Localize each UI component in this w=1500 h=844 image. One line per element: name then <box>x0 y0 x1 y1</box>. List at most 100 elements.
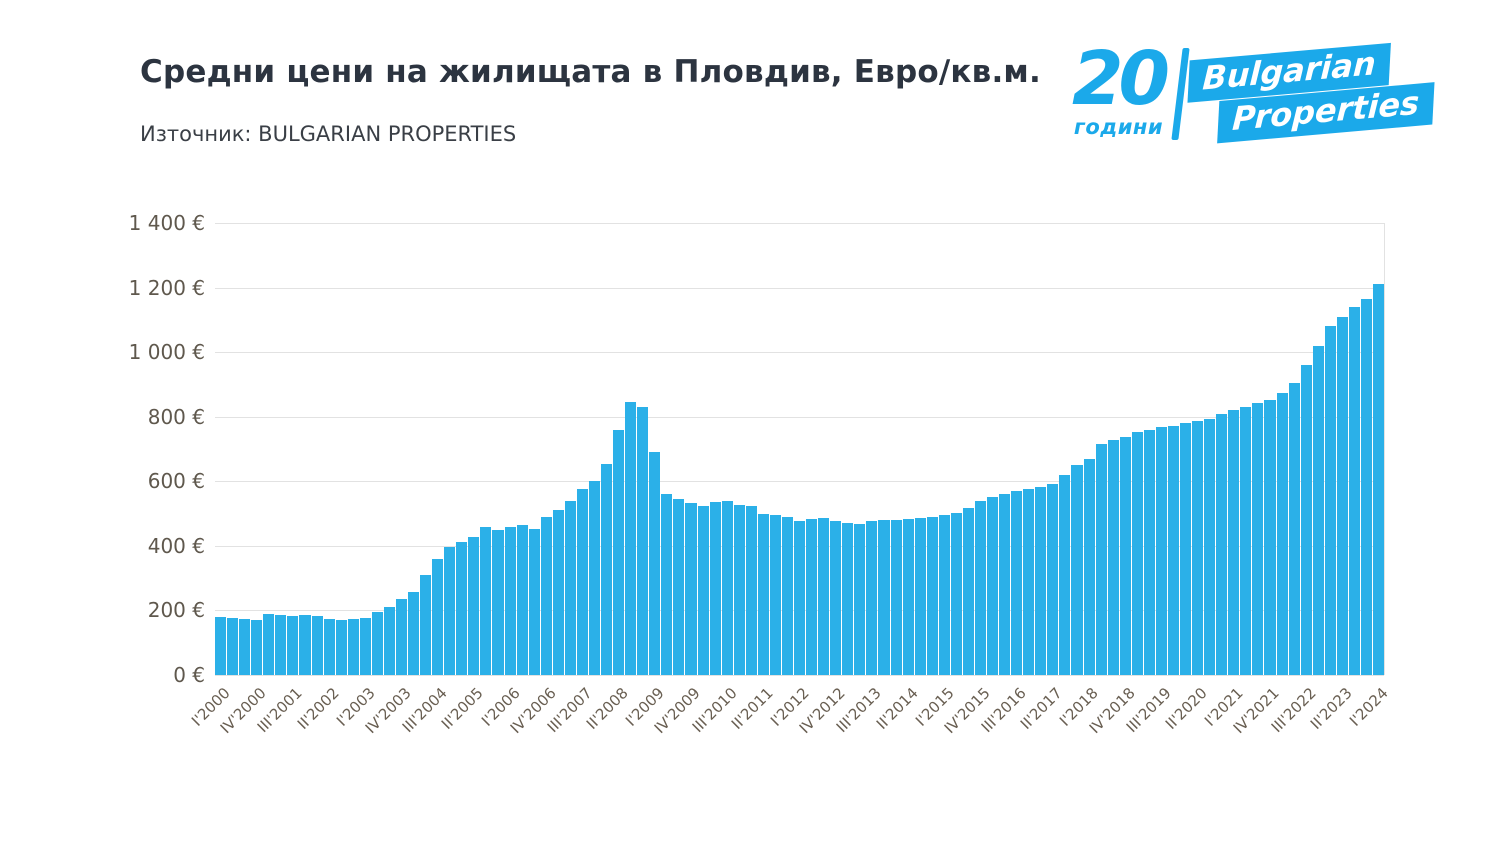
bar <box>323 619 335 675</box>
bar <box>299 614 311 675</box>
bar <box>1348 306 1360 675</box>
bar <box>890 520 902 675</box>
bar <box>504 527 516 675</box>
bar <box>1216 413 1228 675</box>
bar <box>902 519 914 675</box>
bar <box>1155 427 1167 675</box>
bar <box>794 520 806 675</box>
bar <box>1180 423 1192 675</box>
y-tick-label: 400 € <box>147 533 205 558</box>
bar <box>914 517 926 675</box>
bar <box>420 574 432 675</box>
bar <box>588 481 600 675</box>
gridline <box>215 675 1384 676</box>
bar <box>637 407 649 675</box>
bar <box>781 516 793 675</box>
bar <box>432 559 444 675</box>
bar <box>1264 399 1276 675</box>
bar <box>516 524 528 675</box>
bar <box>263 614 275 675</box>
bar <box>974 500 986 675</box>
bar <box>371 611 383 675</box>
y-tick-label: 0 € <box>173 663 205 687</box>
bar <box>697 505 709 675</box>
bar <box>649 452 661 675</box>
bar <box>456 541 468 675</box>
bar <box>480 526 492 675</box>
y-tick-label: 1 000 € <box>128 340 205 365</box>
bar <box>468 537 480 675</box>
gridline <box>215 481 1384 483</box>
gridline <box>215 223 1384 224</box>
bar <box>552 510 564 675</box>
x-axis-labels: I'2000 IV'2000 III'2001 II'2002 I'2003 IV'200… <box>188 675 1392 795</box>
y-tick-label: 800 € <box>147 404 205 429</box>
bar <box>1047 484 1059 675</box>
bar <box>1288 382 1300 675</box>
bar <box>239 619 251 675</box>
chart-source: Източник: BULGARIAN PROPERTIES <box>140 122 517 146</box>
bar <box>1240 407 1252 675</box>
bar <box>613 429 625 675</box>
y-tick-label: 1 400 € <box>128 211 205 235</box>
y-tick-label: 600 € <box>147 469 205 494</box>
bar <box>1204 418 1216 675</box>
logo-anniversary: 20 години <box>1072 36 1170 139</box>
bar <box>721 501 733 675</box>
bar <box>359 618 371 675</box>
bar <box>830 520 842 675</box>
bar <box>1095 443 1107 675</box>
chart-title: Средни цени на жилищата в Пловдив, Евро/… <box>140 54 1041 90</box>
bar <box>709 502 721 675</box>
bar <box>1276 393 1288 675</box>
bar <box>287 615 299 675</box>
logo-brand-banners: Bulgarian Properties <box>1187 40 1435 145</box>
bar <box>395 599 407 675</box>
bar <box>866 521 878 675</box>
bar <box>528 529 540 675</box>
bar <box>444 547 456 675</box>
bar <box>576 489 588 675</box>
bar <box>987 496 999 675</box>
bar <box>1324 326 1336 675</box>
bar <box>842 523 854 675</box>
bar <box>733 504 745 675</box>
bar <box>383 607 395 675</box>
bar <box>745 506 757 675</box>
bar <box>1035 487 1047 675</box>
plot-area <box>215 223 1385 676</box>
bars <box>215 223 1385 675</box>
bar <box>1228 410 1240 675</box>
bar <box>1300 365 1312 675</box>
logo-20-text: 20 <box>1072 36 1170 122</box>
bar <box>878 520 890 675</box>
bar <box>1143 429 1155 675</box>
brand-logo: 20 години Bulgarian Properties <box>1072 36 1435 143</box>
bar <box>962 508 974 675</box>
bar <box>1312 345 1324 675</box>
bar <box>625 402 637 675</box>
gridline <box>215 352 1384 354</box>
bar <box>926 516 938 675</box>
bar <box>564 500 576 675</box>
bar <box>601 463 613 675</box>
bar <box>661 494 673 675</box>
bar <box>540 516 552 675</box>
bar <box>950 512 962 675</box>
bar <box>492 529 504 675</box>
bar <box>1083 458 1095 675</box>
bar <box>1360 298 1372 675</box>
bar <box>999 493 1011 675</box>
bar <box>1336 316 1348 675</box>
bar <box>335 620 347 675</box>
gridline <box>215 416 1384 418</box>
bar <box>757 514 769 675</box>
y-tick-label: 200 € <box>147 598 205 623</box>
bar <box>1023 488 1035 675</box>
bar <box>1192 420 1204 675</box>
bar <box>347 619 359 675</box>
bar <box>1119 437 1131 675</box>
logo-years-text: години <box>1073 114 1164 139</box>
bar <box>806 519 818 675</box>
